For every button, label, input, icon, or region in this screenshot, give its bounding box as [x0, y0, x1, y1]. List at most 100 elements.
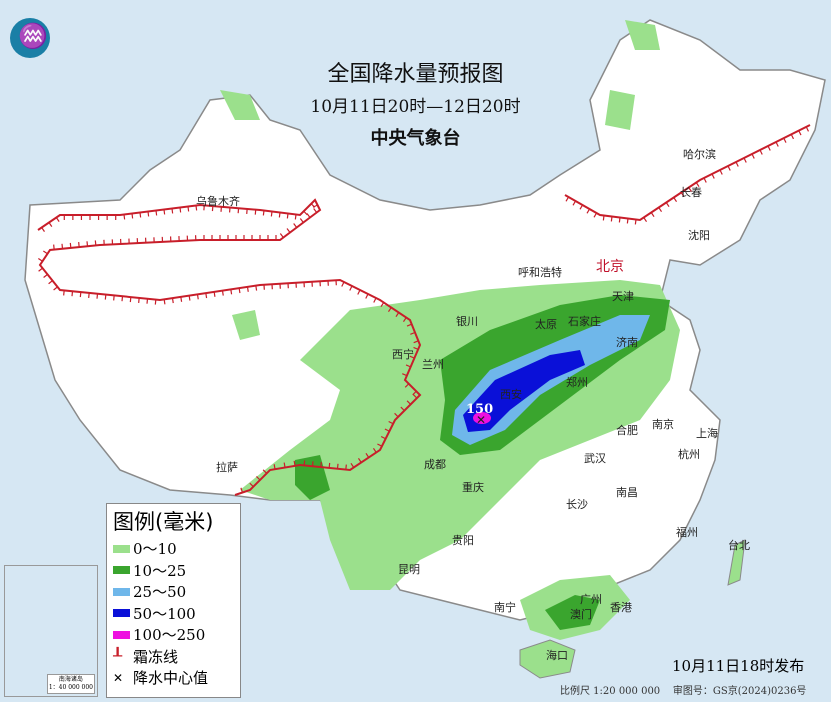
frost-line-tick	[380, 302, 385, 307]
frost-line-tick	[262, 469, 268, 474]
frost-line-tick	[413, 340, 419, 344]
frost-line-tick	[618, 217, 621, 223]
frost-line-north	[37, 198, 422, 496]
frost-line-tick	[402, 317, 407, 322]
frost-line-tick	[43, 250, 48, 255]
frost-line-tick	[680, 192, 685, 197]
city-label: 哈尔滨	[683, 148, 716, 161]
legend-label: 50～100	[133, 604, 196, 623]
frost-line-tick	[53, 286, 58, 291]
city-label: 福州	[676, 526, 698, 539]
frost-line-tick	[48, 222, 53, 227]
frost-line-tick	[123, 214, 126, 220]
frost-line-tick	[306, 213, 311, 218]
frost-line-tick	[406, 323, 412, 327]
city-label: 广州	[580, 593, 602, 606]
legend-item: 100～250	[113, 624, 240, 646]
cross-icon: ✕	[113, 670, 124, 685]
frost-line-tick	[798, 130, 802, 136]
precip-50-100	[463, 350, 585, 432]
city-label: 乌鲁木齐	[196, 195, 240, 208]
frost-line-tick	[273, 464, 276, 470]
frost-line-tick	[719, 169, 723, 175]
frost-line-tick	[643, 217, 648, 222]
frost-line-tick	[256, 476, 261, 481]
frost-line-tick	[688, 187, 693, 192]
inset-scale: 南海诸岛 1：40 000 000	[46, 674, 95, 694]
issue-time: 10月11日18时发布	[672, 657, 805, 675]
frost-line-tick	[365, 293, 369, 299]
frost-line-tick	[395, 312, 400, 317]
city-label: 西安	[500, 388, 522, 401]
legend-label: 100～250	[133, 626, 206, 645]
frost-line-tick	[155, 210, 158, 216]
precip-10-25-south	[545, 595, 600, 630]
frost-line-tick	[48, 280, 53, 285]
frost-line-northeast	[564, 124, 811, 222]
city-label: 合肥	[616, 424, 638, 437]
city-label: 石家庄	[568, 315, 601, 328]
frost-line-tick	[283, 462, 286, 468]
precip-center-value: 150	[466, 402, 494, 417]
legend-item: 10～25	[113, 560, 240, 582]
frost-line-tick	[188, 295, 191, 301]
frost-line-tick	[410, 331, 416, 335]
frost-line-tick	[400, 406, 405, 412]
frost-line-tick	[593, 212, 598, 218]
frost-line-tick	[230, 289, 233, 295]
frost-line-tick	[341, 281, 345, 287]
frost-line-tick	[365, 453, 370, 458]
frost-line-tick	[665, 202, 670, 207]
frost-line-tick	[767, 145, 771, 151]
frost-line-tick	[790, 134, 795, 140]
frost-line-tick	[313, 208, 318, 213]
frost-line-tick	[565, 196, 570, 202]
color-swatch	[113, 544, 130, 553]
forecast-period: 10月11日20时—12日20时	[310, 97, 521, 117]
frost-line-tick	[751, 153, 755, 159]
frost-line-tick	[572, 200, 577, 206]
frost-line-tick	[180, 296, 183, 302]
legend-title: 图例(毫米)	[113, 510, 214, 534]
frost-line-tick	[286, 228, 291, 233]
frost-line-tick	[163, 209, 166, 215]
city-label: 太原	[535, 318, 557, 331]
frost-line-tick	[634, 219, 637, 225]
frost-line-tick	[38, 257, 43, 262]
legend-item: ✕ 降水中心值	[113, 667, 240, 689]
legend-item: ┸ 霜冻线	[113, 646, 240, 668]
taiwan-island	[727, 539, 746, 586]
frost-line-tick	[357, 289, 361, 295]
frost-line-tick	[196, 294, 199, 300]
frost-line-tick	[626, 218, 629, 224]
frost-line-tick	[249, 482, 254, 488]
city-label: 长沙	[566, 498, 588, 511]
legend-label: 0～10	[133, 540, 177, 559]
city-label: 重庆	[462, 481, 484, 494]
color-swatch	[113, 609, 130, 618]
city-label: 澳门	[570, 608, 592, 621]
issuer: 中央气象台	[370, 128, 461, 149]
frost-line-tick	[349, 285, 353, 291]
frost-line-tick	[171, 298, 174, 304]
frost-line-tick	[650, 212, 655, 217]
frost-line-tick	[409, 355, 415, 359]
frost-line-tick	[413, 346, 419, 350]
legend-label: 霜冻线	[133, 647, 179, 666]
frost-line-tick	[610, 216, 613, 222]
city-label: 西宁	[392, 348, 414, 361]
city-label: 呼和浩特	[518, 266, 562, 279]
frost-line-tick	[373, 297, 377, 303]
frost-line-tick	[270, 211, 273, 217]
frost-line-tick	[205, 293, 208, 299]
frost-line-tick	[171, 208, 174, 214]
frost-line-tick	[246, 286, 249, 292]
legend-item: 50～100	[113, 603, 240, 625]
frost-line-tick	[299, 218, 304, 223]
legend-item: 0～10	[113, 538, 240, 560]
frost-line-tick	[350, 463, 355, 468]
frost-line-tick	[163, 299, 166, 305]
city-label: 天津	[612, 290, 634, 303]
frost-line-tick	[743, 157, 747, 163]
frost-line-tick	[384, 428, 390, 432]
